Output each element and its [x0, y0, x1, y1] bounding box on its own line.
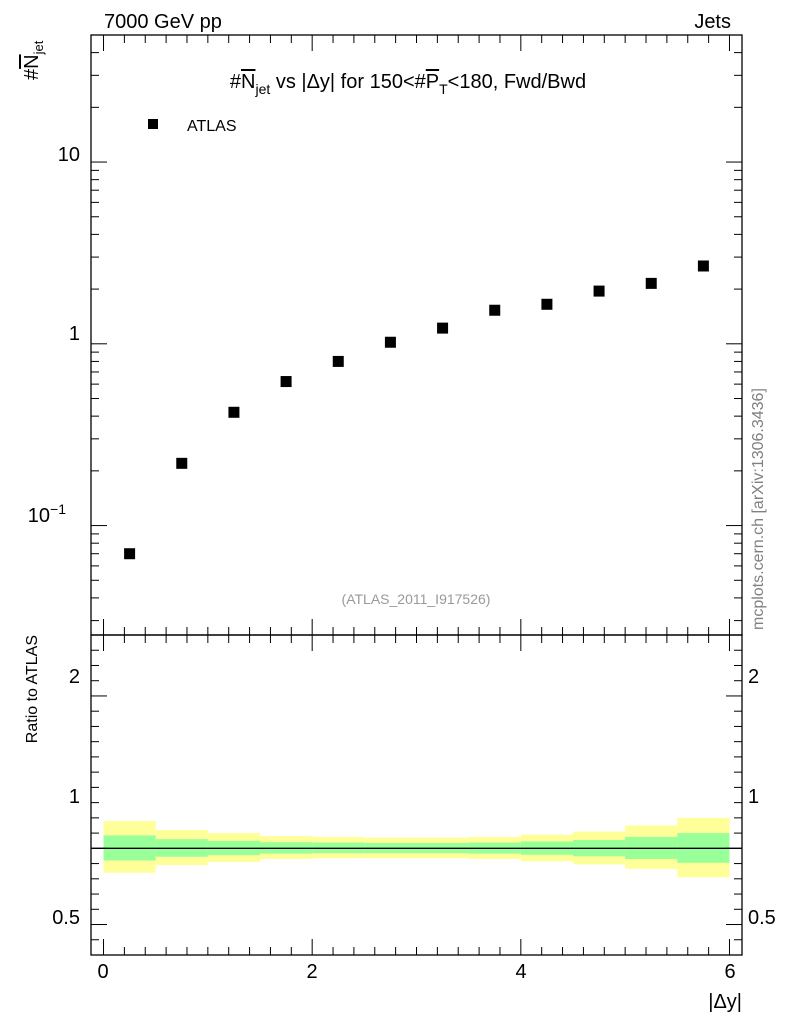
legend-marker-atlas — [148, 119, 158, 129]
ratio-y-tick-2: 2 — [69, 666, 80, 688]
x-tick-label-6: 6 — [724, 961, 735, 983]
ratio-y-tick-0.5: 0.5 — [52, 907, 80, 929]
watermark-text: mcplots.cern.ch [arXiv:1306.3436] — [750, 388, 767, 630]
x-tick-label-0: 0 — [97, 961, 108, 983]
y-tick-label-10: 10 — [58, 144, 80, 166]
y-tick-label-0.1: 10−1 — [28, 501, 66, 527]
analysis-id-label: (ATLAS_2011_I917526) — [342, 591, 491, 607]
y-tick-label-1: 1 — [69, 323, 80, 345]
ratio-y-tick-1: 1 — [69, 786, 80, 808]
ratio-plot-panel: 2 1 0.5 2 1 0.5 0 2 4 6 Ratio to ATLAS |… — [24, 634, 776, 1013]
data-point — [645, 277, 657, 289]
data-point — [541, 298, 553, 310]
energy-label: 7000 GeV pp — [104, 11, 222, 33]
ratio-plot-frame — [90, 634, 743, 956]
data-point — [437, 322, 449, 334]
legend-label-atlas: ATLAS — [187, 118, 237, 135]
data-point — [280, 376, 292, 388]
ratio-y-tick-0.5-right: 0.5 — [748, 907, 776, 929]
ratio-y-tick-2-right: 2 — [748, 666, 759, 688]
data-point — [332, 355, 344, 367]
data-point — [384, 336, 396, 348]
y-axis-label: #Njet — [21, 40, 46, 80]
data-point — [593, 285, 605, 297]
legend: ATLAS — [148, 118, 237, 135]
ratio-y-axis-label: Ratio to ATLAS — [24, 635, 41, 743]
data-point — [228, 406, 240, 418]
data-point — [124, 548, 136, 560]
process-label: Jets — [694, 11, 731, 33]
plot-title: #Njet vs |Δy| for 150<#PT<180, Fwd/Bwd — [230, 71, 586, 97]
x-tick-label-4: 4 — [515, 961, 526, 983]
title-n-symbol: N — [241, 71, 255, 93]
ratio-y-tick-1-right: 1 — [748, 786, 759, 808]
data-point — [489, 304, 501, 316]
data-point — [697, 260, 709, 272]
x-tick-label-2: 2 — [306, 961, 317, 983]
main-plot-panel: #Njet vs |Δy| for 150<#PT<180, Fwd/Bwd A… — [21, 34, 743, 636]
x-axis-label: |Δy| — [708, 991, 742, 1013]
data-point — [176, 457, 188, 469]
